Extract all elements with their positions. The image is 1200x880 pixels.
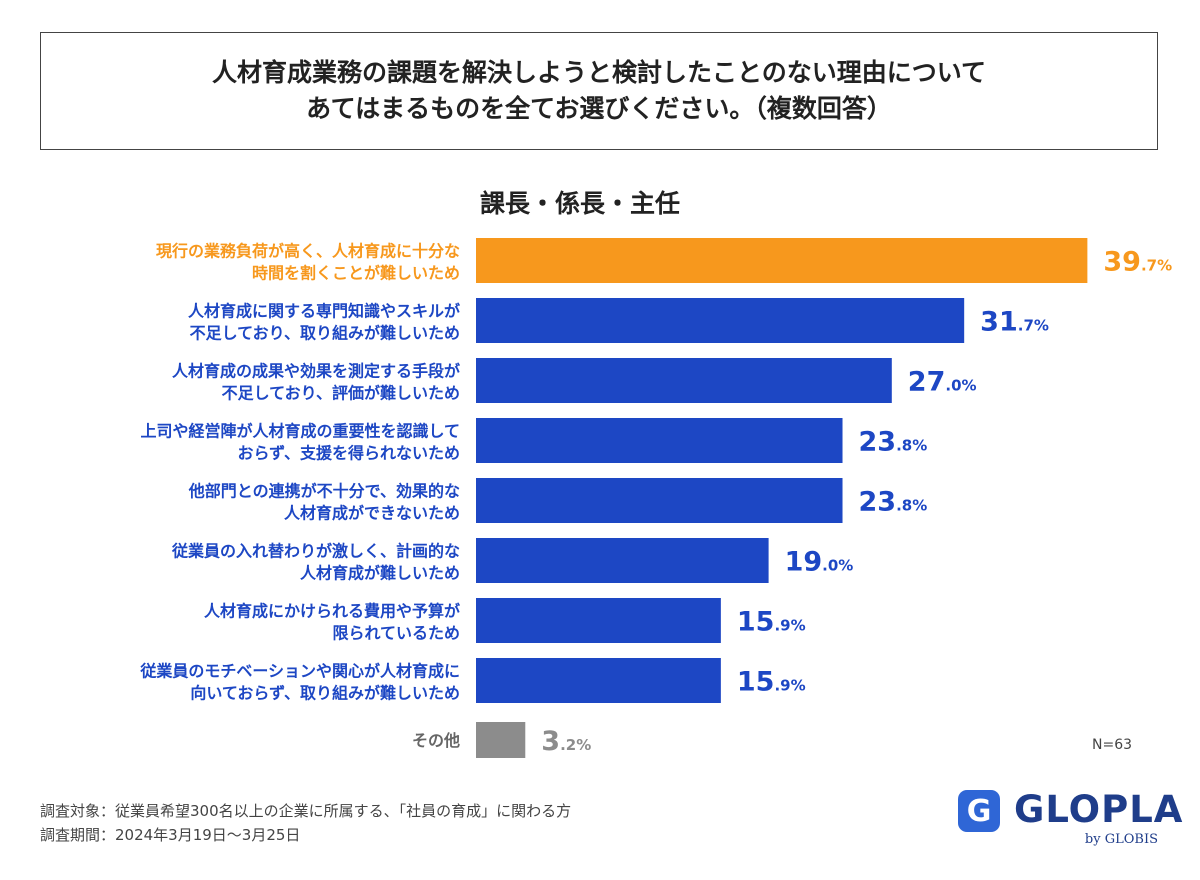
question-line-1: 人材育成業務の課題を解決しようと検討したことのない理由について xyxy=(211,58,986,87)
category-label-0-line-1: 時間を割くことが難しいため xyxy=(252,264,460,283)
category-label-8-line-0: その他 xyxy=(412,731,460,750)
footnote-target: 調査対象：従業員希望300名以上の企業に所属する、「社員の育成」に関わる方 xyxy=(40,802,572,820)
question-line-2: あてはまるものを全てお選びください。（複数回答） xyxy=(306,94,892,123)
logo-name: GLOPLA xyxy=(1014,788,1184,831)
category-label-2-line-0: 人材育成の成果や効果を測定する手段が xyxy=(172,362,460,381)
bar-7 xyxy=(476,658,721,703)
value-label-0: 39.7% xyxy=(1103,247,1172,278)
value-label-5: 19.0% xyxy=(785,547,854,578)
value-label-7: 15.9% xyxy=(737,667,806,698)
value-label-3: 23.8% xyxy=(859,427,928,458)
category-label-7-line-0: 従業員のモチベーションや関心が人材育成に xyxy=(139,662,460,681)
question-box: 人材育成業務の課題を解決しようと検討したことのない理由について あてはまるものを… xyxy=(40,32,1158,150)
value-label-2: 27.0% xyxy=(908,367,977,398)
bar-8 xyxy=(476,722,526,758)
glopla-logo-icon: G xyxy=(958,790,1000,832)
bar-4 xyxy=(476,478,843,523)
category-label-5-line-0: 従業員の入れ替わりが激しく、計画的な xyxy=(171,542,460,561)
category-label-3-line-1: おらず、支援を得られないため xyxy=(237,444,460,463)
category-label-4-line-0: 他部門との連携が不十分で、効果的な xyxy=(188,482,460,501)
category-label-2-line-1: 不足しており、評価が難しいため xyxy=(222,384,460,403)
value-label-8: 3.2% xyxy=(541,726,591,757)
value-label-6: 15.9% xyxy=(737,607,806,638)
bar-3 xyxy=(476,418,843,463)
logo-byline: by GLOBIS xyxy=(1084,832,1158,847)
category-label-0-line-0: 現行の業務負荷が高く、人材育成に十分な xyxy=(156,242,460,261)
bar-2 xyxy=(476,358,892,403)
bar-5 xyxy=(476,538,769,583)
category-label-5-line-1: 人材育成が難しいため xyxy=(300,564,460,583)
value-label-1: 31.7% xyxy=(980,307,1049,338)
value-label-4: 23.8% xyxy=(859,487,928,518)
category-label-3-line-0: 上司や経営陣が人材育成の重要性を認識して xyxy=(140,422,460,441)
category-label-4-line-1: 人材育成ができないため xyxy=(284,504,460,523)
category-label-1-line-1: 不足しており、取り組みが難しいため xyxy=(190,324,460,343)
category-label-7-line-1: 向いておらず、取り組みが難しいため xyxy=(190,684,460,703)
category-label-1-line-0: 人材育成に関する専門知識やスキルが xyxy=(188,302,460,321)
bar-0 xyxy=(476,238,1088,283)
category-label-6-line-1: 限られているため xyxy=(332,624,460,643)
bar-6 xyxy=(476,598,721,643)
chart-title: 課長・係長・主任 xyxy=(480,189,681,218)
glopla-logo: G GLOPLA by GLOBIS xyxy=(958,786,1182,852)
footnote-period: 調査期間：2024年3月19日〜3月25日 xyxy=(40,826,301,844)
bar-1 xyxy=(476,298,965,343)
sample-size-label: N=63 xyxy=(1092,737,1133,753)
category-label-6-line-0: 人材育成にかけられる費用や予算が xyxy=(204,602,460,621)
